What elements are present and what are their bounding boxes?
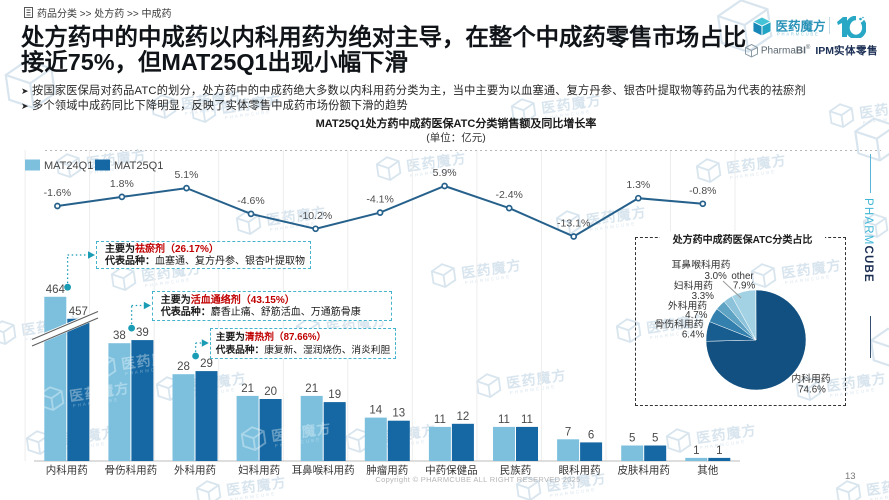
svg-text:4.7%: 4.7% xyxy=(685,310,708,321)
svg-text:21: 21 xyxy=(241,383,254,395)
svg-text:-1.6%: -1.6% xyxy=(44,187,71,199)
svg-text:11: 11 xyxy=(521,414,533,426)
svg-text:7.9%: 7.9% xyxy=(733,281,756,292)
svg-text:肿瘤用药: 肿瘤用药 xyxy=(366,464,408,477)
svg-text:14: 14 xyxy=(369,405,382,417)
svg-text:骨伤科用药: 骨伤科用药 xyxy=(655,318,704,331)
svg-text:39: 39 xyxy=(136,327,149,339)
svg-text:1.3%: 1.3% xyxy=(626,179,650,191)
svg-text:13: 13 xyxy=(392,408,405,420)
svg-text:妇科用药: 妇科用药 xyxy=(238,464,280,477)
svg-text:内科用药: 内科用药 xyxy=(791,372,830,385)
svg-text:28: 28 xyxy=(177,361,190,373)
svg-text:5.9%: 5.9% xyxy=(433,167,457,179)
svg-text:38: 38 xyxy=(113,330,126,342)
svg-text:外科用药: 外科用药 xyxy=(174,464,216,477)
svg-text:5.1%: 5.1% xyxy=(175,169,199,181)
svg-text:6: 6 xyxy=(588,429,594,441)
svg-text:21: 21 xyxy=(305,383,318,395)
svg-text:其他: 其他 xyxy=(697,464,718,477)
svg-text:-4.1%: -4.1% xyxy=(366,194,393,206)
svg-text:-10.2%: -10.2% xyxy=(299,210,332,222)
svg-text:医药魔方: 医药魔方 xyxy=(776,19,826,34)
svg-text:7: 7 xyxy=(565,426,571,438)
svg-text:PHARMCUBE: PHARMCUBE xyxy=(777,32,820,37)
svg-text:5: 5 xyxy=(629,433,635,445)
svg-text:耳鼻喉科用药: 耳鼻喉科用药 xyxy=(292,464,355,477)
svg-text:3.0%: 3.0% xyxy=(705,271,728,282)
svg-text:-4.6%: -4.6% xyxy=(237,195,264,207)
svg-text:74.6%: 74.6% xyxy=(798,385,826,396)
svg-text:内科用药: 内科用药 xyxy=(46,464,88,477)
svg-text:other: other xyxy=(731,271,754,282)
svg-text:1: 1 xyxy=(693,445,699,457)
svg-text:皮肤科用药: 皮肤科用药 xyxy=(617,464,670,477)
svg-text:11: 11 xyxy=(434,414,446,426)
svg-text:6.4%: 6.4% xyxy=(682,330,705,341)
svg-text:中药保健品: 中药保健品 xyxy=(425,464,478,477)
svg-text:-0.8%: -0.8% xyxy=(689,185,716,197)
svg-text:464: 464 xyxy=(46,284,66,296)
svg-text:5: 5 xyxy=(652,433,658,445)
svg-text:眼科用药: 眼科用药 xyxy=(559,464,601,477)
svg-text:11: 11 xyxy=(498,414,510,426)
svg-text:-13.1%: -13.1% xyxy=(557,218,590,230)
svg-text:MAT25Q1: MAT25Q1 xyxy=(114,160,163,172)
svg-text:骨伤科用药: 骨伤科用药 xyxy=(105,464,158,477)
svg-text:民族药: 民族药 xyxy=(500,464,532,477)
svg-text:MAT24Q1: MAT24Q1 xyxy=(44,160,93,172)
svg-text:12: 12 xyxy=(457,411,470,423)
svg-text:1: 1 xyxy=(716,445,722,457)
svg-text:457: 457 xyxy=(69,306,88,318)
svg-text:外科用药: 外科用药 xyxy=(668,299,707,312)
svg-text:-2.4%: -2.4% xyxy=(495,189,522,201)
svg-text:29: 29 xyxy=(200,358,213,370)
svg-text:20: 20 xyxy=(264,386,277,398)
svg-text:19: 19 xyxy=(328,389,341,401)
svg-text:妇科用药: 妇科用药 xyxy=(674,279,713,292)
svg-text:3.3%: 3.3% xyxy=(692,291,715,302)
svg-text:耳鼻喉科用药: 耳鼻喉科用药 xyxy=(672,258,731,271)
svg-text:1.8%: 1.8% xyxy=(110,178,134,190)
